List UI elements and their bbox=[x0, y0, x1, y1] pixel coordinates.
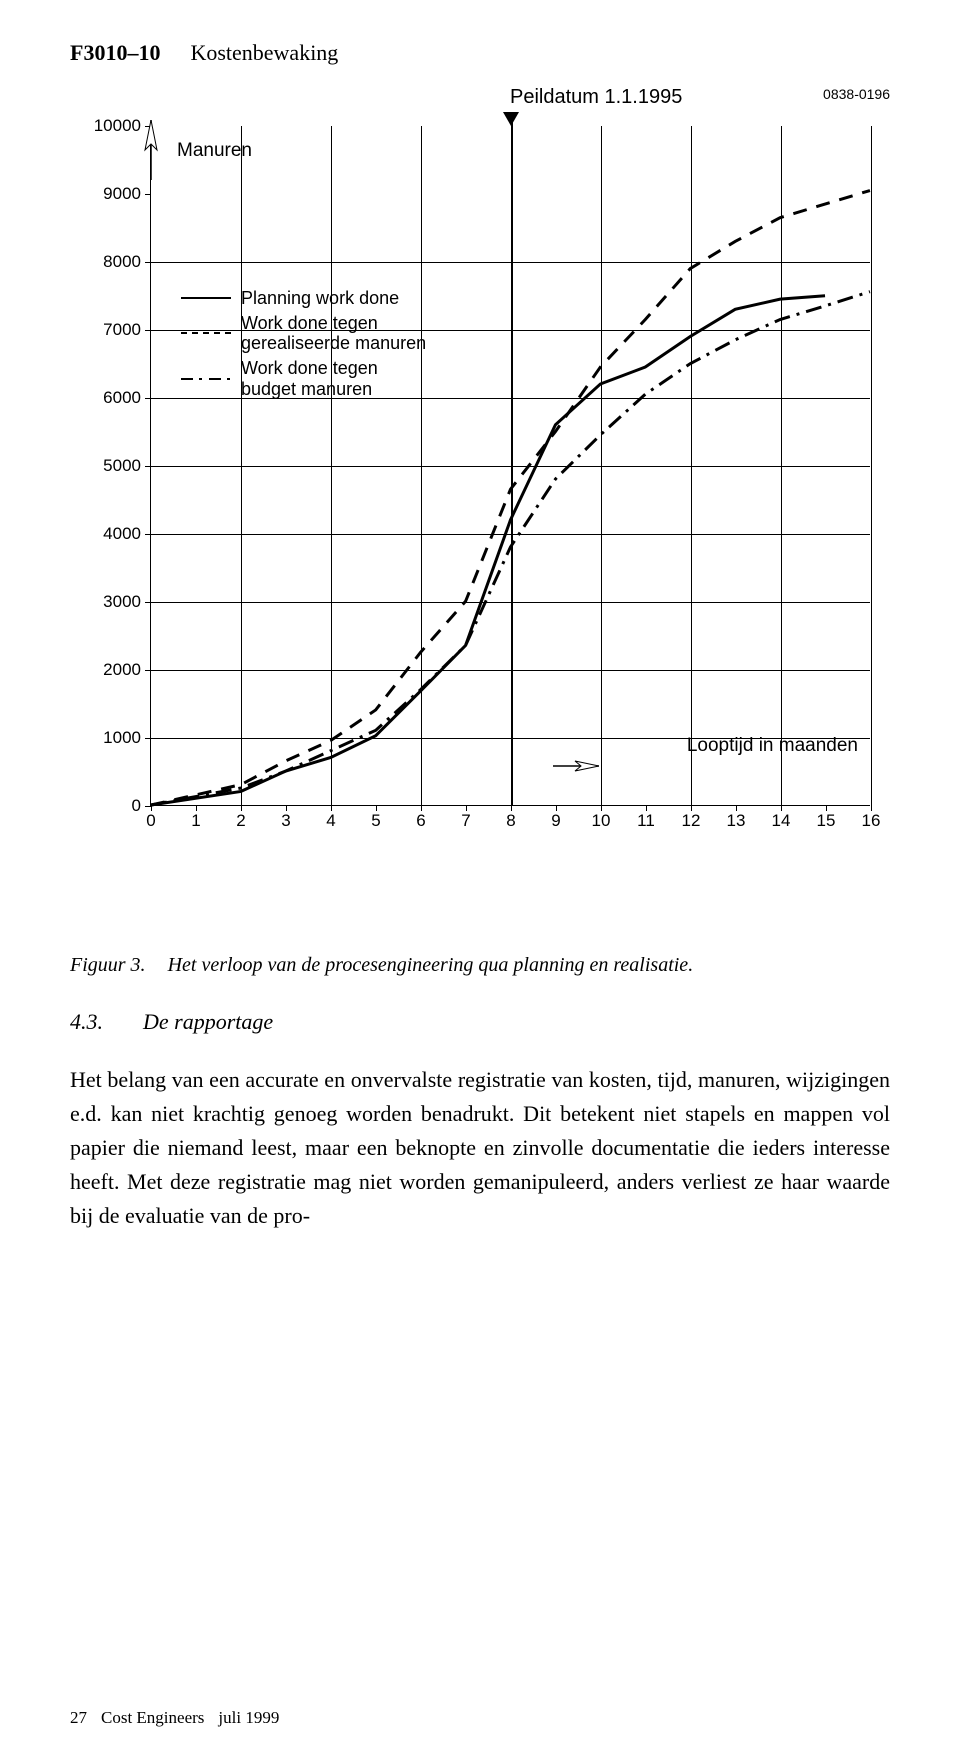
ytick bbox=[145, 398, 151, 399]
plot-area: Manuren Looptijd in maanden Planning wor… bbox=[150, 126, 870, 806]
gridline-v bbox=[871, 126, 872, 805]
xtick-label: 5 bbox=[371, 811, 380, 831]
ytick-label: 9000 bbox=[103, 184, 141, 204]
footer-publisher: Cost Engineers bbox=[101, 1708, 204, 1728]
xtick-label: 9 bbox=[551, 811, 560, 831]
caption-ref: Figuur 3. bbox=[70, 954, 146, 977]
ytick bbox=[145, 534, 151, 535]
header-title: Kostenbewaking bbox=[190, 40, 338, 66]
ytick-label: 3000 bbox=[103, 592, 141, 612]
xtick-label: 2 bbox=[236, 811, 245, 831]
caption-text: Het verloop van de procesengineering qua… bbox=[168, 954, 694, 977]
xtick-label: 16 bbox=[862, 811, 881, 831]
yaxis-arrow-icon bbox=[150, 120, 170, 185]
page-footer: 27 Cost Engineers juli 1999 bbox=[70, 1708, 279, 1728]
gridline-v bbox=[421, 126, 422, 805]
gridline-v bbox=[691, 126, 692, 805]
ytick-label: 0 bbox=[132, 796, 141, 816]
section-title: De rapportage bbox=[143, 1009, 273, 1035]
ytick bbox=[145, 602, 151, 603]
xtick-label: 3 bbox=[281, 811, 290, 831]
section-number: 4.3. bbox=[70, 1009, 103, 1035]
footer-page: 27 bbox=[70, 1708, 87, 1728]
xtick-label: 10 bbox=[592, 811, 611, 831]
xtick-label: 14 bbox=[772, 811, 791, 831]
xtick-label: 4 bbox=[326, 811, 335, 831]
ytick bbox=[145, 670, 151, 671]
xtick-label: 11 bbox=[637, 811, 655, 831]
curve-solid bbox=[151, 296, 825, 805]
chart-ref-code: 0838-0196 bbox=[823, 86, 890, 102]
chart-title: Peildatum 1.1.1995 bbox=[510, 86, 682, 109]
figure-caption: Figuur 3. Het verloop van de procesengin… bbox=[70, 954, 890, 977]
ytick-label: 1000 bbox=[103, 728, 141, 748]
xtick-label: 1 bbox=[191, 811, 200, 831]
chart: Peildatum 1.1.1995 0838-0196 Manuren Loo… bbox=[70, 86, 890, 886]
ytick bbox=[145, 738, 151, 739]
xtick-label: 6 bbox=[416, 811, 425, 831]
page-header: F3010–10 Kostenbewaking bbox=[70, 40, 890, 66]
peildatum-line bbox=[511, 112, 513, 805]
ytick bbox=[145, 262, 151, 263]
ytick-label: 8000 bbox=[103, 252, 141, 272]
gridline-v bbox=[331, 126, 332, 805]
section-heading: 4.3. De rapportage bbox=[70, 1009, 890, 1035]
peildatum-arrow-icon bbox=[503, 112, 519, 131]
body-paragraph: Het belang van een accurate en onvervals… bbox=[70, 1063, 890, 1233]
xtick-label: 0 bbox=[146, 811, 155, 831]
ytick-label: 7000 bbox=[103, 320, 141, 340]
ytick-label: 5000 bbox=[103, 456, 141, 476]
xtick-label: 13 bbox=[727, 811, 746, 831]
ytick-label: 10000 bbox=[94, 116, 141, 136]
header-code: F3010–10 bbox=[70, 40, 160, 66]
xtick-label: 15 bbox=[817, 811, 836, 831]
ytick bbox=[145, 330, 151, 331]
ytick-label: 2000 bbox=[103, 660, 141, 680]
xtick-label: 8 bbox=[506, 811, 515, 831]
xtick-label: 12 bbox=[682, 811, 701, 831]
xtick-label: 7 bbox=[461, 811, 470, 831]
footer-date: juli 1999 bbox=[218, 1708, 279, 1728]
ytick bbox=[145, 466, 151, 467]
ytick-label: 6000 bbox=[103, 388, 141, 408]
gridline-v bbox=[781, 126, 782, 805]
gridline-v bbox=[241, 126, 242, 805]
gridline-v bbox=[601, 126, 602, 805]
xaxis-arrow-icon bbox=[553, 758, 599, 779]
ytick-label: 4000 bbox=[103, 524, 141, 544]
ytick bbox=[145, 194, 151, 195]
